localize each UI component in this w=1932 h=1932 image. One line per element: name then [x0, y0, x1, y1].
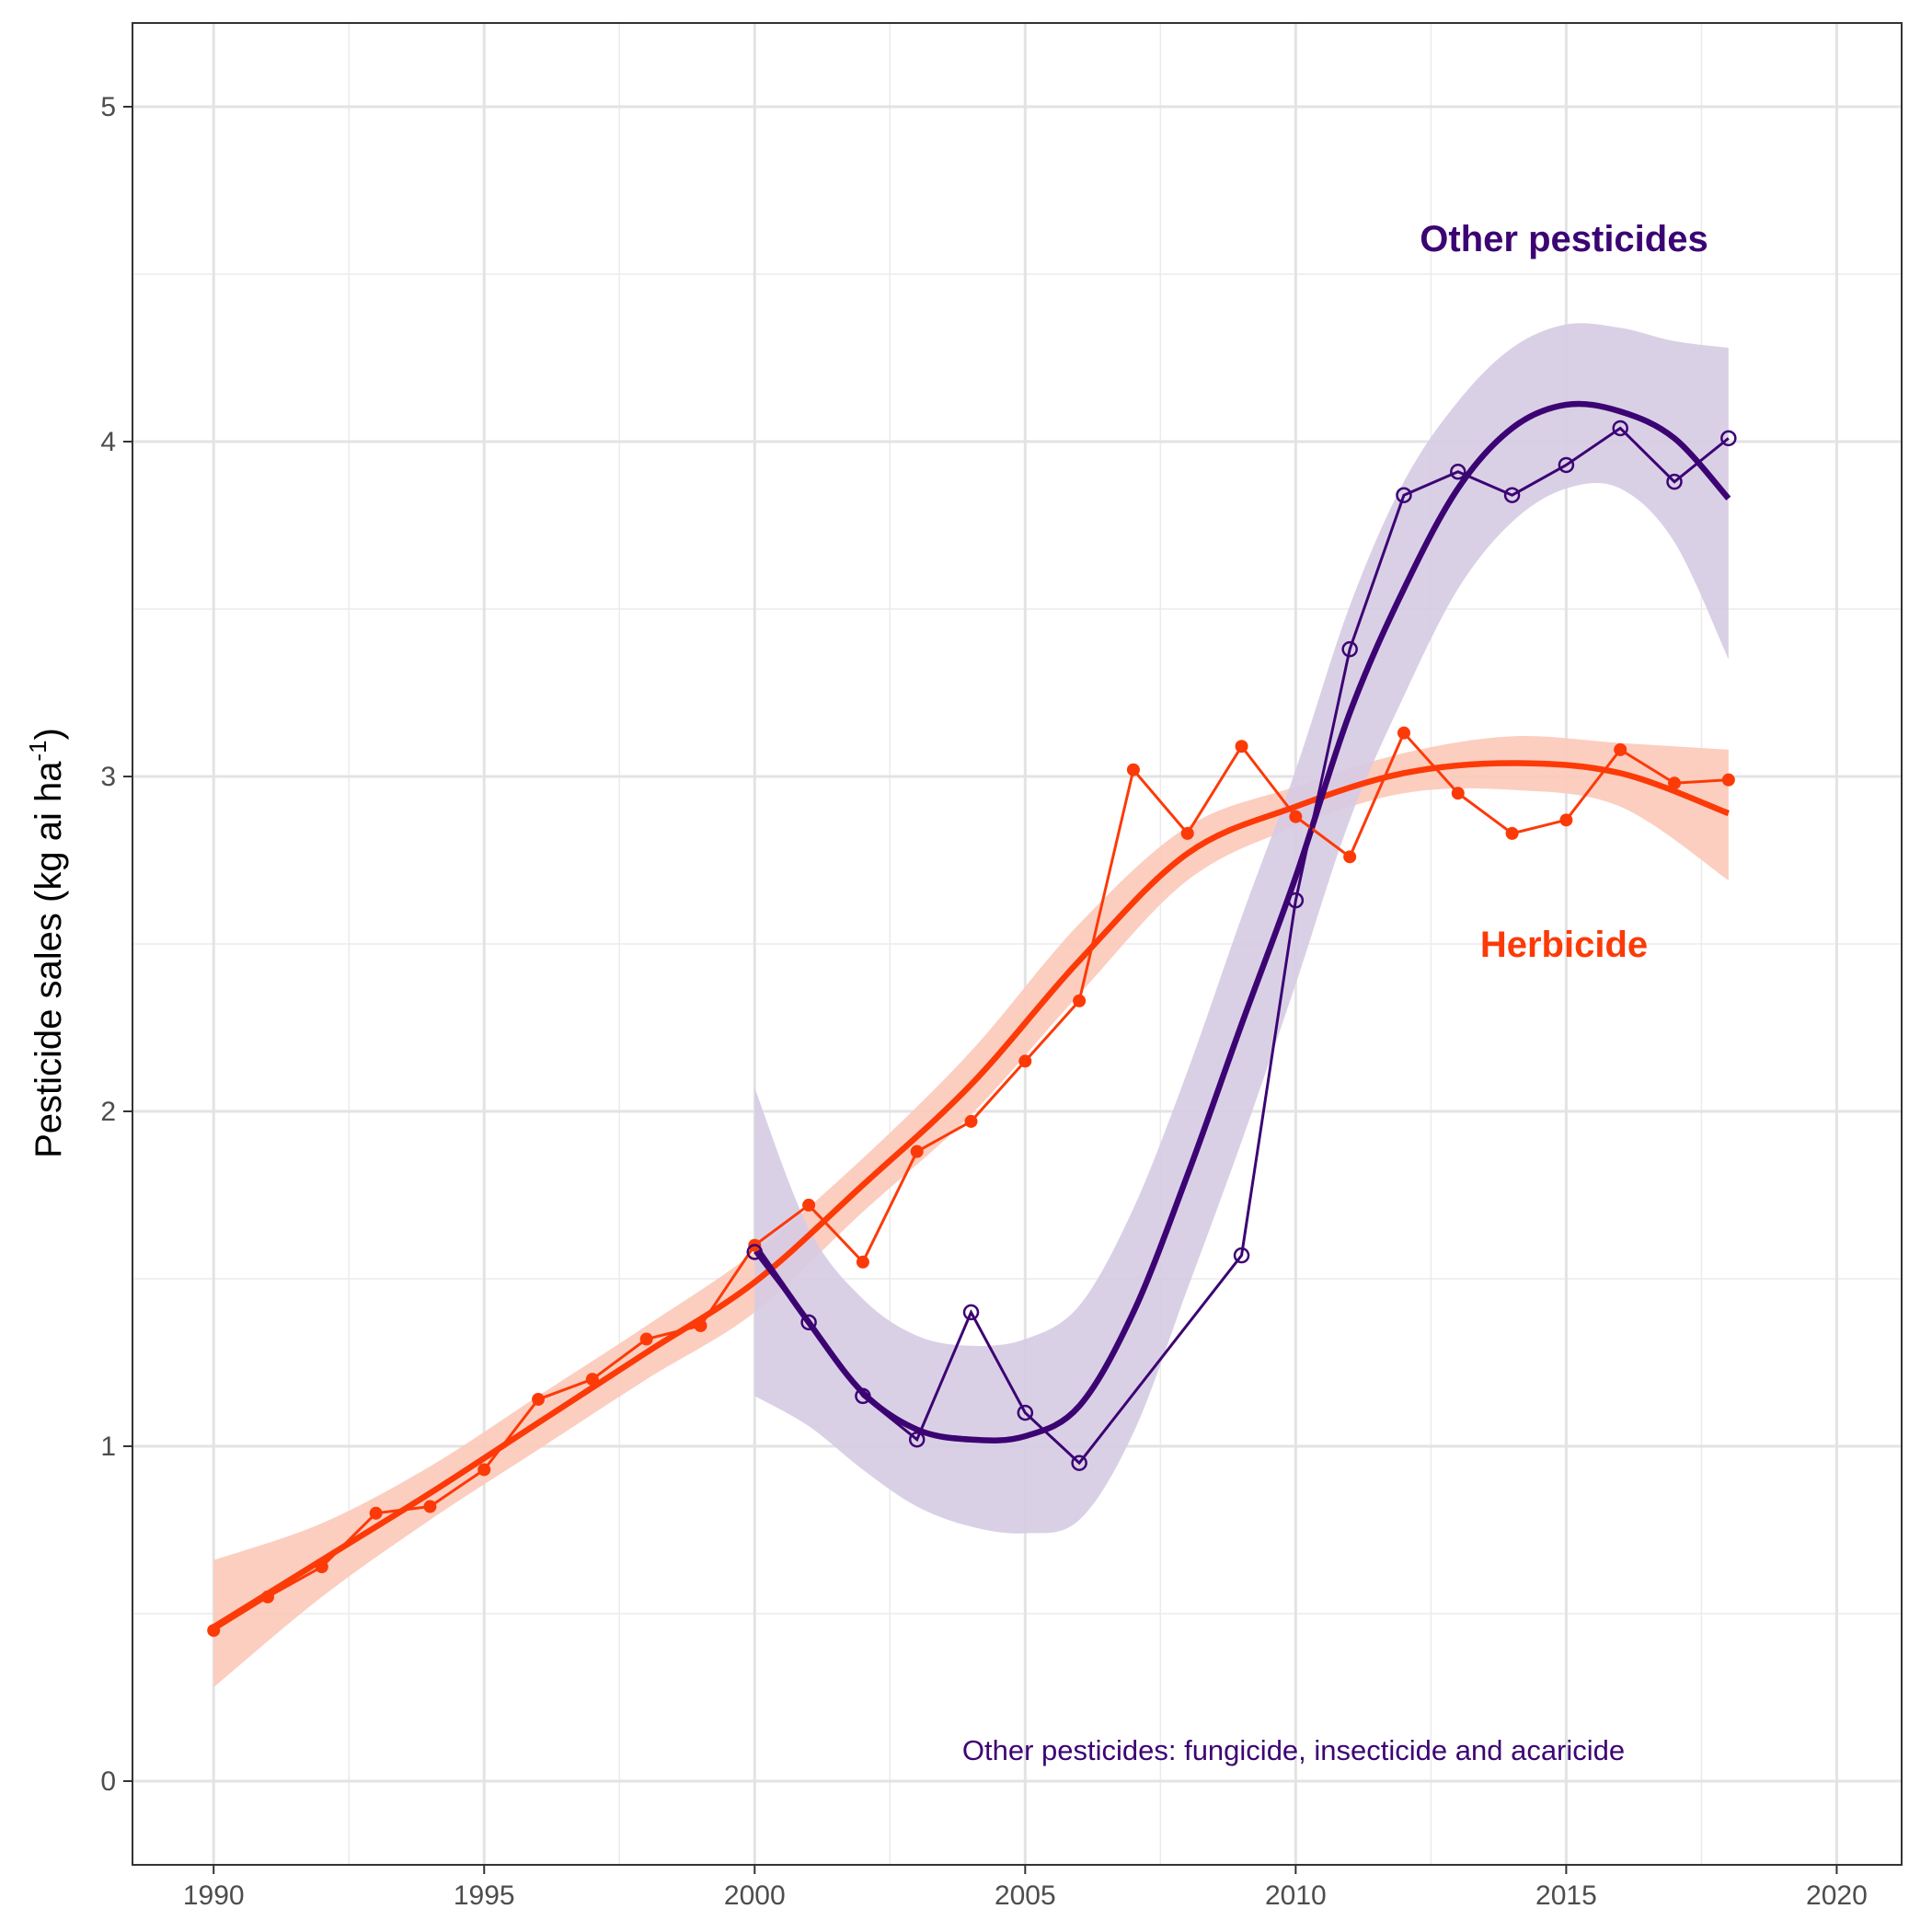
other-pesticides-point	[1071, 1455, 1087, 1471]
y-axis-title: Pesticide sales (kg ai ha-1)	[24, 728, 69, 1158]
y-tick-label: 5	[100, 92, 116, 122]
herbicide-point	[1668, 776, 1682, 790]
other-pesticides-trend-line	[752, 400, 1731, 1443]
other-pesticides-point	[1396, 487, 1412, 503]
herbicide-point	[1559, 813, 1573, 827]
other-pesticides-point	[1450, 464, 1466, 480]
y-tick-label: 0	[100, 1766, 116, 1797]
herbicide-point	[1018, 1054, 1032, 1068]
herbicide-trend-line	[212, 760, 1730, 1630]
other-pesticides-point	[1233, 1247, 1250, 1264]
other-pesticides-confidence-band	[754, 323, 1729, 1534]
x-tick-label: 2000	[724, 1880, 786, 1911]
herbicide-point	[315, 1560, 328, 1574]
herbicide-point	[1505, 826, 1519, 840]
herbicide-point	[532, 1393, 546, 1407]
other-pesticides-point	[908, 1431, 926, 1448]
other-pesticides-point	[1720, 430, 1737, 447]
herbicide-point	[369, 1506, 383, 1520]
herbicide-point	[910, 1144, 924, 1158]
other-pesticides-data-line	[753, 426, 1730, 1466]
confidence-bands	[213, 323, 1729, 1688]
other-pesticides-point	[1503, 487, 1521, 503]
herbicide-point	[694, 1318, 707, 1332]
x-tick-label: 2005	[995, 1880, 1056, 1911]
herbicide-label: Herbicide	[1480, 925, 1648, 965]
minor-grid	[132, 23, 1902, 1865]
y-axis-title-close: )	[29, 728, 69, 740]
herbicide-point	[1180, 826, 1194, 840]
herbicide-point	[1289, 810, 1303, 823]
herbicide-point	[1721, 773, 1735, 787]
herbicide-point	[1343, 850, 1357, 864]
trend-lines	[212, 400, 1731, 1630]
other-pesticides-point	[962, 1304, 980, 1321]
herbicide-point	[1235, 740, 1248, 753]
other-pesticides-point	[1017, 1404, 1034, 1421]
other-pesticides-label: Other pesticides	[1420, 219, 1708, 259]
y-tick-label: 1	[100, 1432, 116, 1462]
x-tick-label: 2010	[1265, 1880, 1327, 1911]
herbicide-point	[477, 1463, 491, 1477]
plot-border	[132, 22, 1903, 1866]
x-tick-label: 1990	[183, 1880, 245, 1911]
herbicide-point	[1451, 787, 1465, 800]
footnote: Other pesticides: fungicide, insecticide…	[962, 1734, 1625, 1766]
other-pesticides-point	[1341, 640, 1358, 658]
x-tick-label: 2015	[1535, 1880, 1597, 1911]
other-pesticides-point	[1287, 891, 1305, 909]
y-axis-title-superscript: -1	[24, 740, 52, 761]
y-axis: 0 1 2 3 4 5	[100, 92, 132, 1797]
herbicide-point	[856, 1255, 869, 1269]
y-tick-label: 4	[100, 427, 116, 457]
other-pesticides-point	[855, 1387, 871, 1405]
herbicide-point	[1126, 763, 1140, 776]
y-tick-label: 2	[100, 1097, 116, 1127]
y-tick-label: 3	[100, 762, 116, 792]
herbicide-point	[964, 1114, 978, 1128]
herbicide-point	[261, 1590, 275, 1604]
herbicide-point	[1073, 994, 1087, 1007]
other-pesticides-point	[1666, 473, 1683, 490]
herbicide-point	[802, 1198, 816, 1212]
herbicide-point	[1614, 742, 1627, 756]
x-tick-label: 2020	[1806, 1880, 1868, 1911]
other-pesticides-point	[800, 1314, 817, 1331]
herbicide-point	[1397, 726, 1410, 740]
herbicide-point	[585, 1373, 599, 1386]
x-tick-label: 1995	[454, 1880, 515, 1911]
other-pesticides-point	[746, 1244, 764, 1260]
herbicide-point	[207, 1624, 221, 1638]
herbicide-point	[639, 1332, 653, 1346]
data-points	[207, 420, 1737, 1638]
other-pesticides-point	[1612, 420, 1628, 437]
herbicide-point	[423, 1500, 437, 1513]
y-axis-title-main: Pesticide sales (kg ai ha	[29, 761, 69, 1158]
x-axis: 1990 1995 2000 2005 2010 2015 2020	[183, 1865, 1868, 1911]
other-pesticides-point	[1558, 456, 1575, 474]
